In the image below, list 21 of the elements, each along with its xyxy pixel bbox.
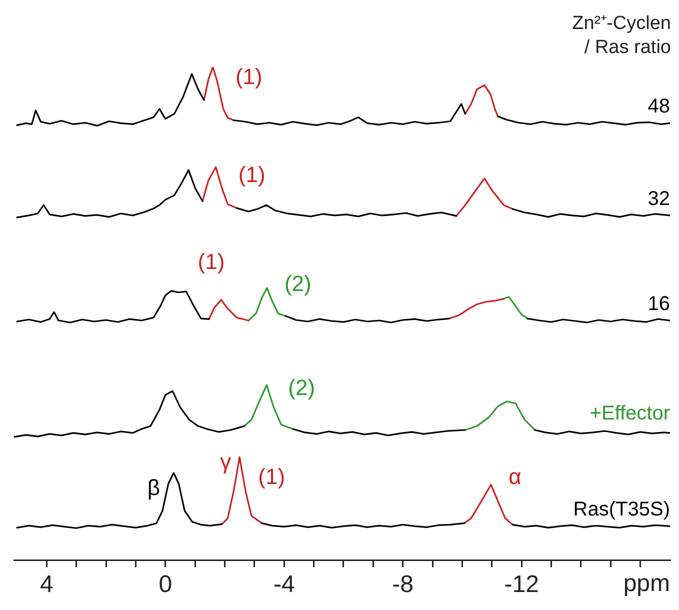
legend-title: Zn²⁺-Cyclen / Ras ratio xyxy=(571,12,671,60)
x-tick-label: -8 xyxy=(392,571,414,598)
annotation: (2) xyxy=(288,375,316,400)
annotation: γ xyxy=(220,449,232,474)
x-axis-title: ppm xyxy=(623,570,670,597)
series-label: Ras(T35S) xyxy=(573,498,670,521)
text: +Effector xyxy=(590,402,670,425)
series-label: 16 xyxy=(648,293,670,316)
series-label: 32 xyxy=(648,188,670,210)
x-tick-label: 4 xyxy=(40,571,54,598)
series-label: 48 xyxy=(648,96,670,118)
annotation: α xyxy=(508,464,522,489)
annotation: (2) xyxy=(284,271,312,296)
x-tick-label: -4 xyxy=(273,571,295,598)
x-tick-label: 0 xyxy=(158,571,172,598)
annotation: (1) xyxy=(198,248,225,274)
annotation: (1) xyxy=(238,162,266,188)
annotation: (1) xyxy=(258,464,286,490)
annotation: β xyxy=(147,474,160,500)
annotation: (1) xyxy=(235,64,262,90)
x-tick-label: -12 xyxy=(504,571,539,598)
